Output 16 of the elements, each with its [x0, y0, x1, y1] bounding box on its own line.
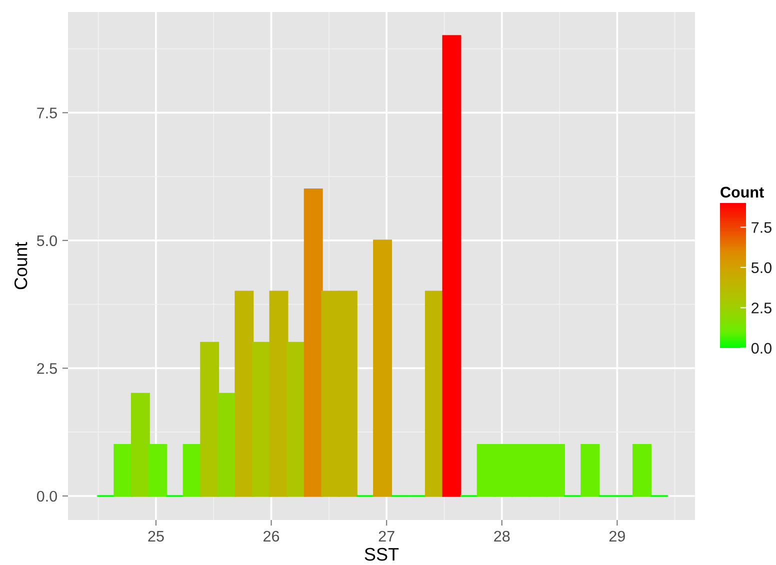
x-tick-label: 25: [148, 530, 164, 542]
x-tick-label: 27: [378, 530, 394, 542]
x-tick-label: 29: [609, 530, 625, 542]
color-bar-title: Count: [720, 186, 764, 198]
color-bar-label: 2.5: [752, 302, 772, 314]
color-bar-label: 0.0: [751, 342, 772, 354]
y-axis-title: Count: [14, 242, 28, 290]
color-bar-label: 7.5: [752, 222, 772, 233]
y-tick-label: 2.5: [37, 363, 57, 374]
color-bar-label: 5.0: [751, 262, 772, 274]
y-tick-label: 5.0: [36, 235, 57, 246]
y-tick-label: 7.5: [37, 108, 57, 118]
x-tick-label: 26: [264, 530, 280, 542]
x-tick-label: 28: [494, 530, 510, 542]
y-tick-label: 0.0: [36, 490, 57, 502]
x-axis-title: SST: [364, 548, 399, 561]
